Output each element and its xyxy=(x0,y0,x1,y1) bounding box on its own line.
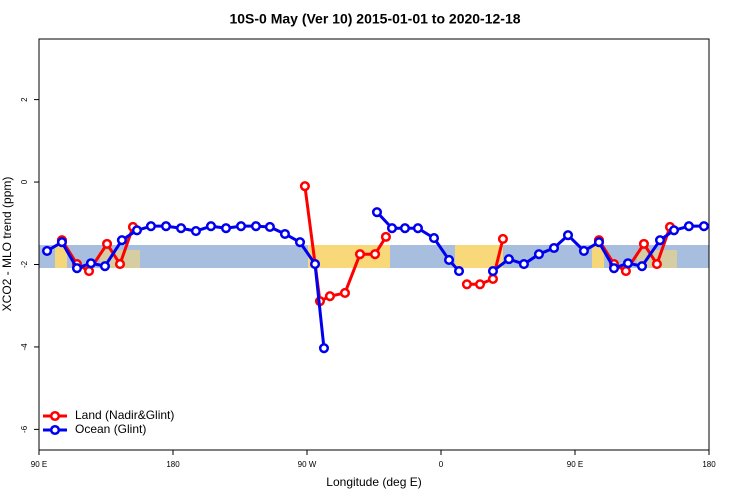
data-point xyxy=(453,266,465,277)
legend-label: Ocean (Glint) xyxy=(75,422,146,436)
y-tick-label: -2 xyxy=(20,260,29,268)
y-tick-label: -4 xyxy=(20,343,29,351)
series-line xyxy=(60,185,672,303)
data-point xyxy=(369,249,381,260)
data-point xyxy=(324,291,335,302)
data-point xyxy=(145,221,157,232)
x-tick-label: 180 xyxy=(702,460,716,469)
data-point xyxy=(608,263,620,274)
data-point xyxy=(443,254,455,266)
data-point xyxy=(622,258,634,269)
data-point xyxy=(380,231,391,242)
data-point xyxy=(318,343,330,354)
data-point xyxy=(654,235,666,246)
data-point xyxy=(636,261,648,272)
data-point xyxy=(698,221,709,232)
y-tick-label: 0 xyxy=(20,179,29,184)
data-point xyxy=(593,237,605,248)
data-point xyxy=(299,181,310,192)
y-tick-label: 2 xyxy=(20,97,29,102)
data-point xyxy=(235,221,247,232)
legend-marker xyxy=(49,424,61,436)
land-patch xyxy=(100,250,140,268)
data-point xyxy=(279,228,291,240)
data-point xyxy=(578,245,589,256)
data-point xyxy=(250,221,261,232)
data-point xyxy=(371,207,383,218)
data-point xyxy=(651,259,662,270)
data-point xyxy=(487,266,499,277)
x-tick-label: 180 xyxy=(166,460,180,469)
data-point xyxy=(339,287,351,298)
data-point xyxy=(428,233,440,244)
series-line xyxy=(46,211,704,349)
land-patch xyxy=(55,245,67,268)
data-point xyxy=(503,254,514,265)
data-point xyxy=(160,221,172,232)
data-point xyxy=(474,279,486,290)
x-axis-label: Longitude (deg E) xyxy=(326,475,421,489)
land-patch xyxy=(637,250,677,268)
y-axis-label: XCO2 - MLO trend (ppm) xyxy=(0,177,14,312)
land-patch xyxy=(592,245,604,268)
data-point xyxy=(220,223,232,234)
data-point xyxy=(71,263,83,274)
data-point xyxy=(309,259,321,270)
data-point xyxy=(497,233,508,244)
data-point xyxy=(131,225,143,236)
data-point xyxy=(683,221,694,232)
data-point xyxy=(85,258,97,269)
data-point xyxy=(114,259,126,270)
data-point xyxy=(412,223,423,234)
data-point xyxy=(668,225,680,236)
data-point xyxy=(190,226,201,237)
land-patch xyxy=(455,245,503,268)
plot-frame xyxy=(38,38,710,451)
land-patch xyxy=(308,245,390,268)
data-point xyxy=(487,273,499,284)
data-point xyxy=(99,261,111,272)
data-point xyxy=(354,249,366,260)
data-point xyxy=(638,238,649,249)
data-point xyxy=(56,237,67,248)
data-point xyxy=(461,279,472,290)
data-point xyxy=(399,223,411,234)
data-point xyxy=(205,221,217,232)
legend-marker xyxy=(49,410,61,422)
y-tick-label: -6 xyxy=(20,425,29,433)
x-tick-label: 90 E xyxy=(567,460,583,469)
data-point xyxy=(562,230,574,241)
data-point xyxy=(533,249,545,260)
data-point xyxy=(294,237,306,248)
data-point xyxy=(116,235,127,246)
data-point xyxy=(41,245,53,256)
x-tick-label: 90 W xyxy=(298,460,317,469)
data-point xyxy=(101,238,113,249)
x-tick-label: 0 xyxy=(439,460,444,469)
chart-title: 10S-0 May (Ver 10) 2015-01-01 to 2020-12… xyxy=(229,11,520,27)
legend-label: Land (Nadir&Glint) xyxy=(75,408,174,422)
data-point xyxy=(264,221,275,233)
data-point xyxy=(548,242,560,254)
x-tick-label: 90 E xyxy=(31,460,47,469)
data-point xyxy=(620,266,631,277)
data-point xyxy=(386,223,398,234)
data-point xyxy=(518,259,529,270)
data-point xyxy=(175,223,187,234)
data-point xyxy=(83,266,95,277)
